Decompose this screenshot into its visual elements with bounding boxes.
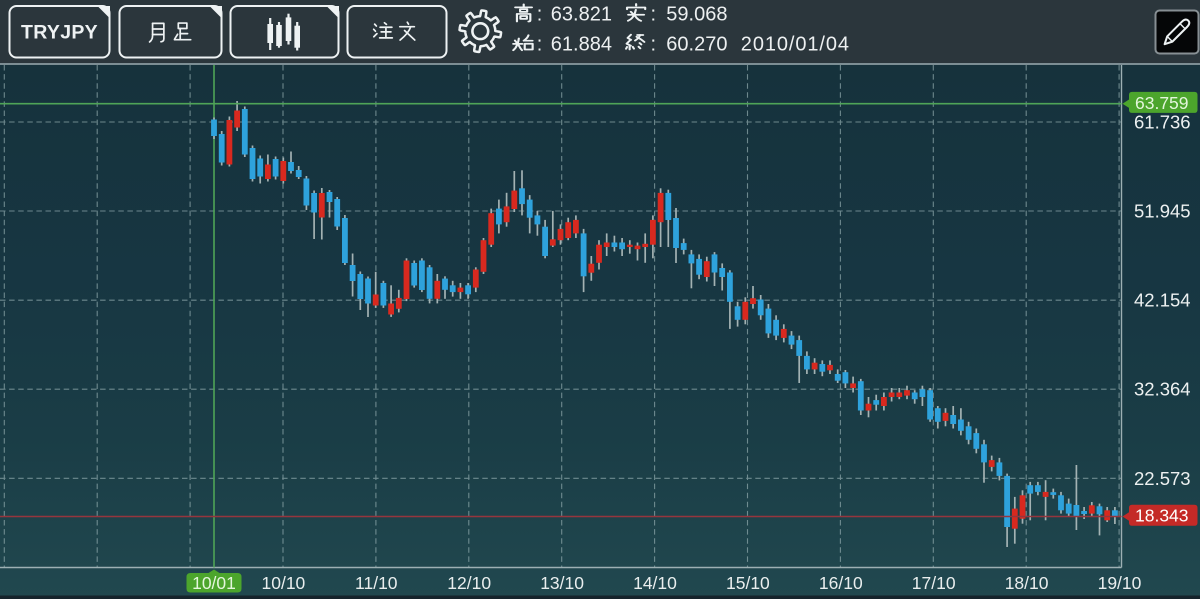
svg-text:19/10: 19/10	[1098, 573, 1142, 593]
svg-text:63.821: 63.821	[551, 3, 612, 25]
svg-text:42.154: 42.154	[1134, 290, 1191, 311]
svg-text:59.068: 59.068	[666, 3, 727, 25]
svg-text:TRYJPY: TRYJPY	[21, 22, 98, 44]
svg-text:15/10: 15/10	[726, 573, 770, 593]
svg-text:32.364: 32.364	[1134, 379, 1191, 400]
svg-text:51.945: 51.945	[1134, 201, 1191, 222]
svg-text:13/10: 13/10	[540, 573, 584, 593]
svg-text::: :	[651, 3, 657, 25]
svg-text:10/01: 10/01	[192, 573, 236, 593]
svg-text:17/10: 17/10	[912, 573, 956, 593]
svg-text::: :	[537, 3, 543, 25]
svg-text:61.736: 61.736	[1134, 112, 1191, 133]
svg-text:12/10: 12/10	[447, 573, 491, 593]
svg-text::: :	[537, 33, 543, 55]
svg-text:60.270: 60.270	[666, 33, 727, 55]
svg-text:14/10: 14/10	[633, 573, 677, 593]
svg-text:18/10: 18/10	[1005, 573, 1049, 593]
svg-text:11/10: 11/10	[355, 573, 398, 593]
svg-text:18.343: 18.343	[1135, 506, 1189, 526]
svg-text::: :	[651, 33, 657, 55]
svg-text:10/10: 10/10	[262, 573, 306, 593]
svg-text:2010/01/04: 2010/01/04	[741, 33, 850, 55]
svg-text:61.884: 61.884	[551, 33, 612, 55]
svg-text:22.573: 22.573	[1134, 468, 1191, 489]
svg-text:16/10: 16/10	[819, 573, 863, 593]
svg-text:63.759: 63.759	[1135, 93, 1189, 113]
